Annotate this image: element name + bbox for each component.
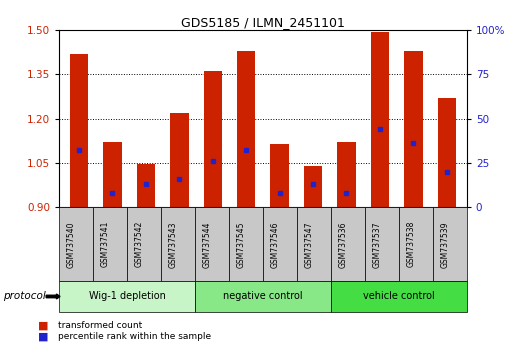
Text: protocol: protocol <box>3 291 45 302</box>
Text: GSM737539: GSM737539 <box>441 221 450 268</box>
Bar <box>170 113 189 207</box>
Title: GDS5185 / ILMN_2451101: GDS5185 / ILMN_2451101 <box>181 16 345 29</box>
Text: GSM737545: GSM737545 <box>237 221 246 268</box>
Bar <box>404 51 423 207</box>
Text: GSM737542: GSM737542 <box>135 221 144 268</box>
Text: percentile rank within the sample: percentile rank within the sample <box>58 332 211 341</box>
Bar <box>270 144 289 207</box>
Text: GSM737546: GSM737546 <box>271 221 280 268</box>
Text: transformed count: transformed count <box>58 321 142 330</box>
Bar <box>70 54 88 207</box>
Text: ■: ■ <box>38 331 49 341</box>
Text: GSM737537: GSM737537 <box>373 221 382 268</box>
Text: vehicle control: vehicle control <box>363 291 435 302</box>
Text: GSM737543: GSM737543 <box>169 221 178 268</box>
Bar <box>137 164 155 207</box>
Text: GSM737538: GSM737538 <box>407 221 416 268</box>
Bar <box>103 142 122 207</box>
Bar <box>204 72 222 207</box>
Text: ■: ■ <box>38 321 49 331</box>
Bar <box>438 98 456 207</box>
Text: Wig-1 depletion: Wig-1 depletion <box>89 291 165 302</box>
Text: negative control: negative control <box>223 291 303 302</box>
Bar <box>237 51 255 207</box>
Text: GSM737547: GSM737547 <box>305 221 314 268</box>
Bar <box>371 32 389 207</box>
Bar <box>337 142 356 207</box>
Text: GSM737540: GSM737540 <box>67 221 76 268</box>
Bar <box>304 166 322 207</box>
Text: GSM737536: GSM737536 <box>339 221 348 268</box>
Text: GSM737544: GSM737544 <box>203 221 212 268</box>
Text: GSM737541: GSM737541 <box>101 221 110 268</box>
